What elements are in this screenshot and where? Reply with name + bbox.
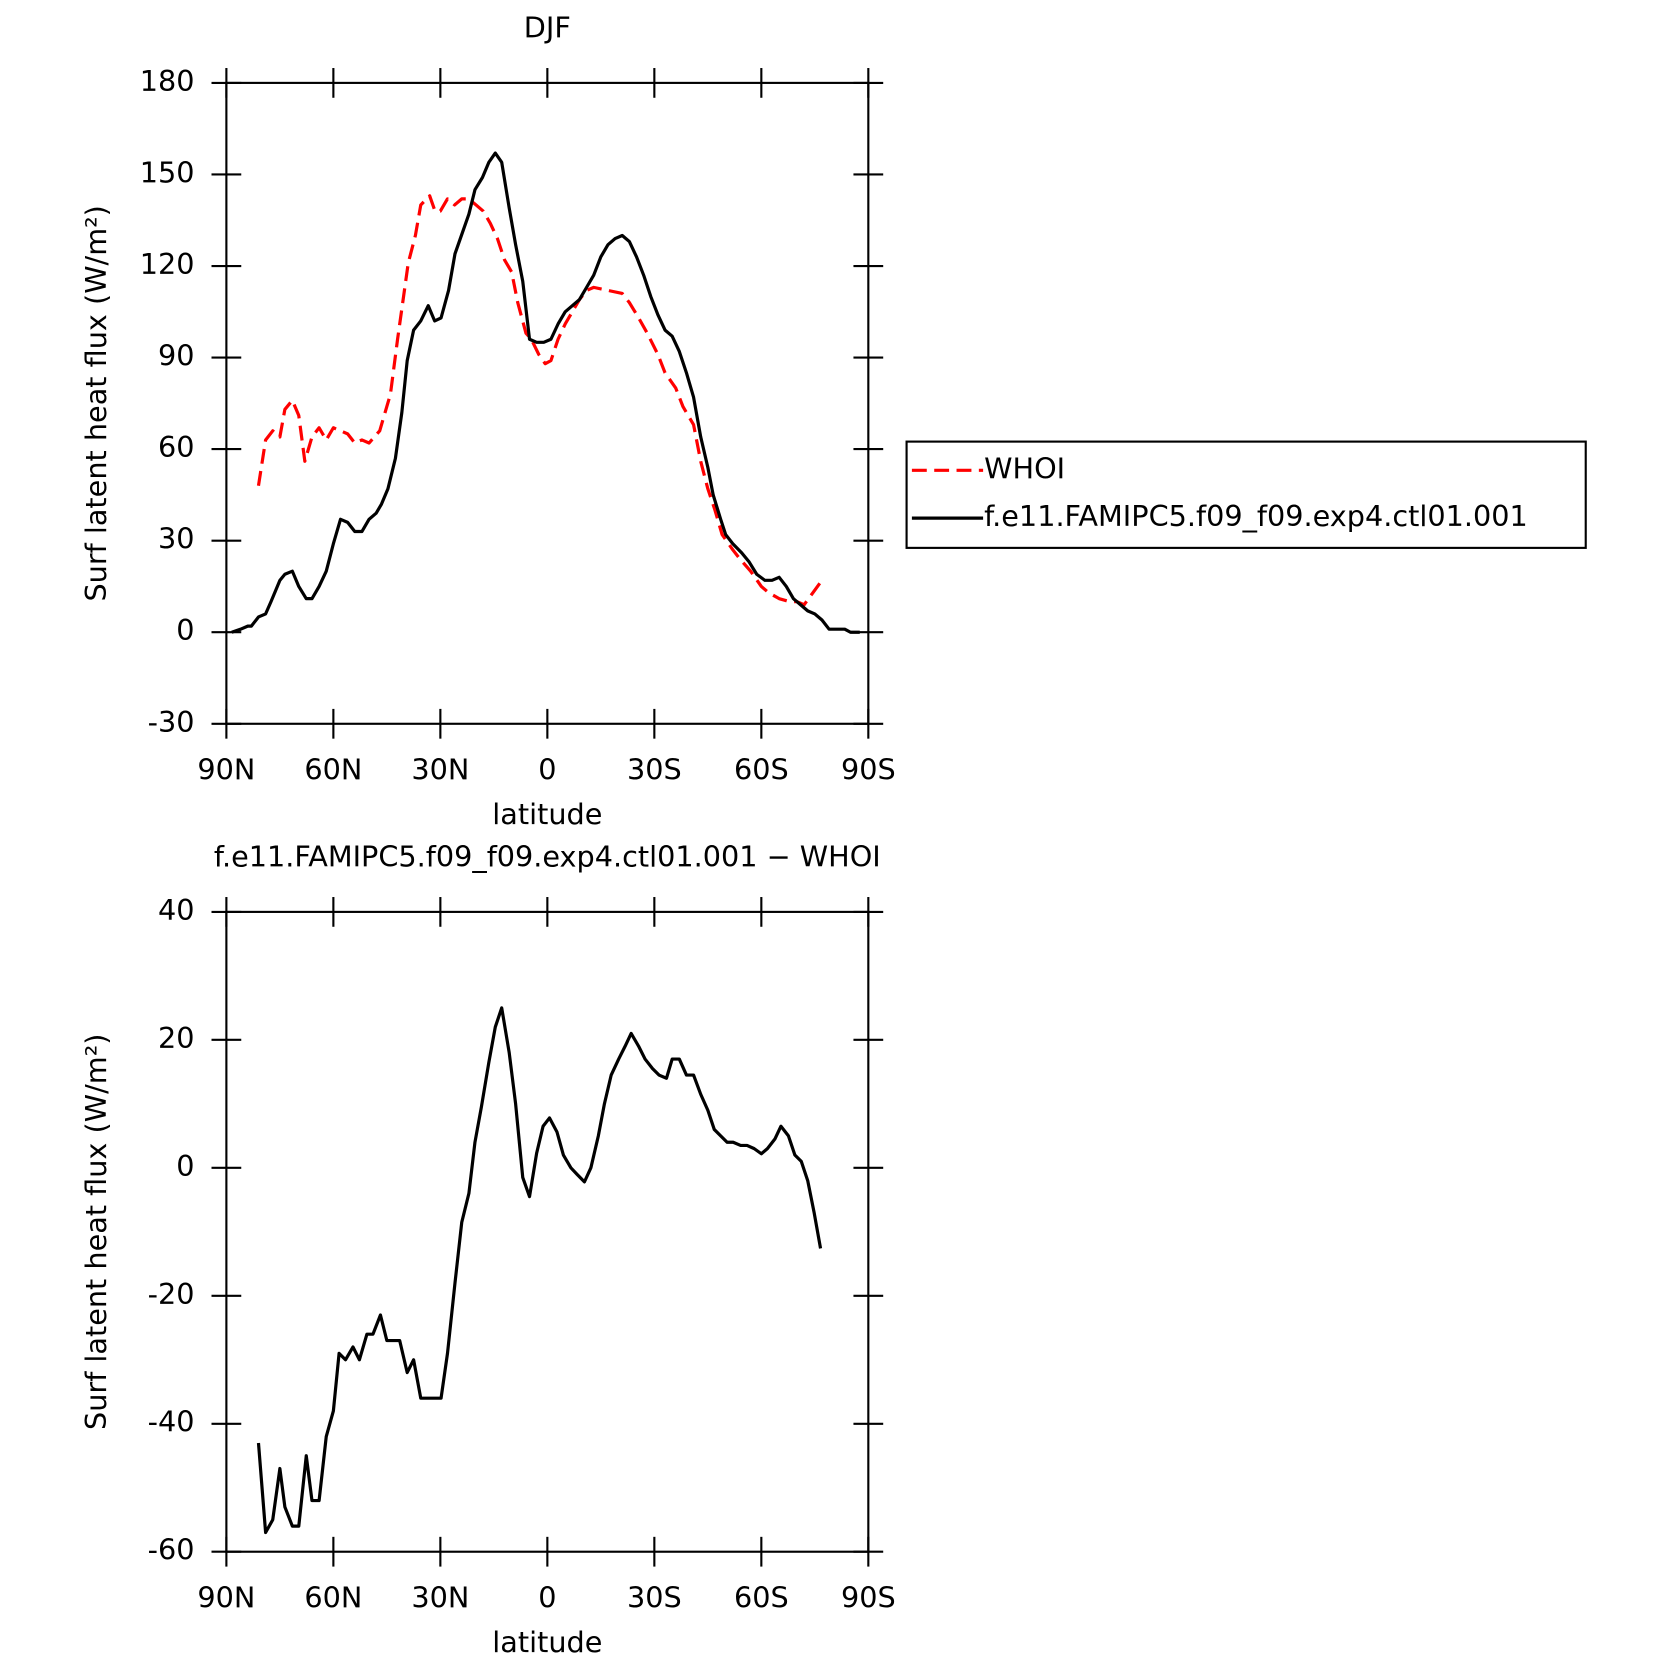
plot-frame (225, 81, 870, 725)
data-line (256, 194, 824, 607)
data-line (256, 1006, 823, 1535)
y-tick-label: 0 (176, 1149, 194, 1183)
x-tick-label: 0 (538, 753, 556, 787)
chart-title: f.e11.FAMIPC5.f09_f09.exp4.ctl01.001 − W… (214, 840, 881, 874)
x-tick-label: 60S (734, 1581, 789, 1615)
x-tick-label: 30S (627, 1581, 682, 1615)
x-tick-label: 90N (197, 753, 255, 787)
y-tick-label: -30 (148, 705, 195, 739)
x-tick-label: 90N (197, 1581, 255, 1615)
x-tick-label: 60S (734, 753, 789, 787)
legend-box (905, 440, 1587, 549)
y-tick-label: 180 (140, 64, 195, 98)
y-tick-label: -40 (148, 1405, 195, 1439)
y-tick-label: -20 (148, 1277, 195, 1311)
y-axis-label: Surf latent heat flux (W/m²) (79, 1034, 113, 1430)
y-tick-label: 90 (158, 339, 195, 373)
x-axis-label: latitude (492, 797, 602, 831)
x-tick-label: 90S (841, 1581, 896, 1615)
x-tick-label: 30S (627, 753, 682, 787)
y-tick-label: 30 (158, 522, 195, 556)
y-tick-label: 120 (140, 247, 195, 281)
x-tick-label: 90S (841, 753, 896, 787)
y-tick-label: 60 (158, 430, 195, 464)
x-tick-label: 30N (411, 1581, 469, 1615)
y-tick-label: 40 (158, 893, 195, 927)
y-tick-label: 0 (176, 613, 194, 647)
x-axis-label: latitude (492, 1625, 602, 1658)
data-line (231, 151, 860, 634)
y-tick-label: -60 (148, 1533, 195, 1567)
legend-label: f.e11.FAMIPC5.f09_f09.exp4.ctl01.001 (984, 499, 1528, 533)
chart-title: DJF (524, 11, 571, 45)
y-tick-label: 20 (158, 1021, 195, 1055)
legend-label: WHOI (984, 451, 1065, 485)
x-tick-label: 0 (538, 1581, 556, 1615)
y-axis-label: Surf latent heat flux (W/m²) (79, 205, 113, 601)
y-tick-label: 150 (140, 155, 195, 189)
x-tick-label: 60N (304, 753, 362, 787)
x-tick-label: 60N (304, 1581, 362, 1615)
x-tick-label: 30N (411, 753, 469, 787)
